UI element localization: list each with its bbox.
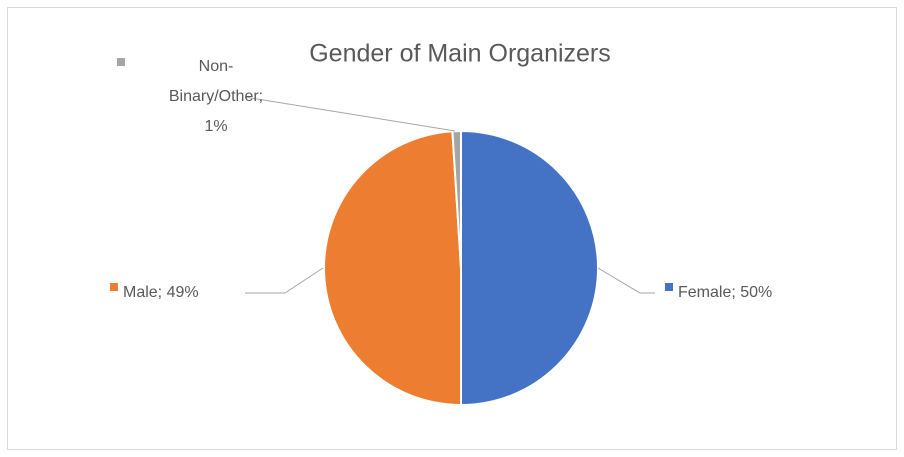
legend-marker <box>110 283 118 291</box>
legend-marker <box>665 283 673 291</box>
leader-line <box>597 267 655 294</box>
leader-line <box>244 96 456 132</box>
pie-slice <box>323 130 462 407</box>
data-label: Male; 49% <box>123 284 199 301</box>
data-label: Female; 50% <box>678 284 773 301</box>
data-label: Non-Binary/Other; 1% <box>168 58 264 135</box>
pie-slice <box>460 129 599 407</box>
leader-line <box>245 267 324 294</box>
legend-marker <box>117 58 125 66</box>
pie-slice <box>451 129 462 269</box>
chart-title: Gender of Main Organizers <box>309 40 611 68</box>
